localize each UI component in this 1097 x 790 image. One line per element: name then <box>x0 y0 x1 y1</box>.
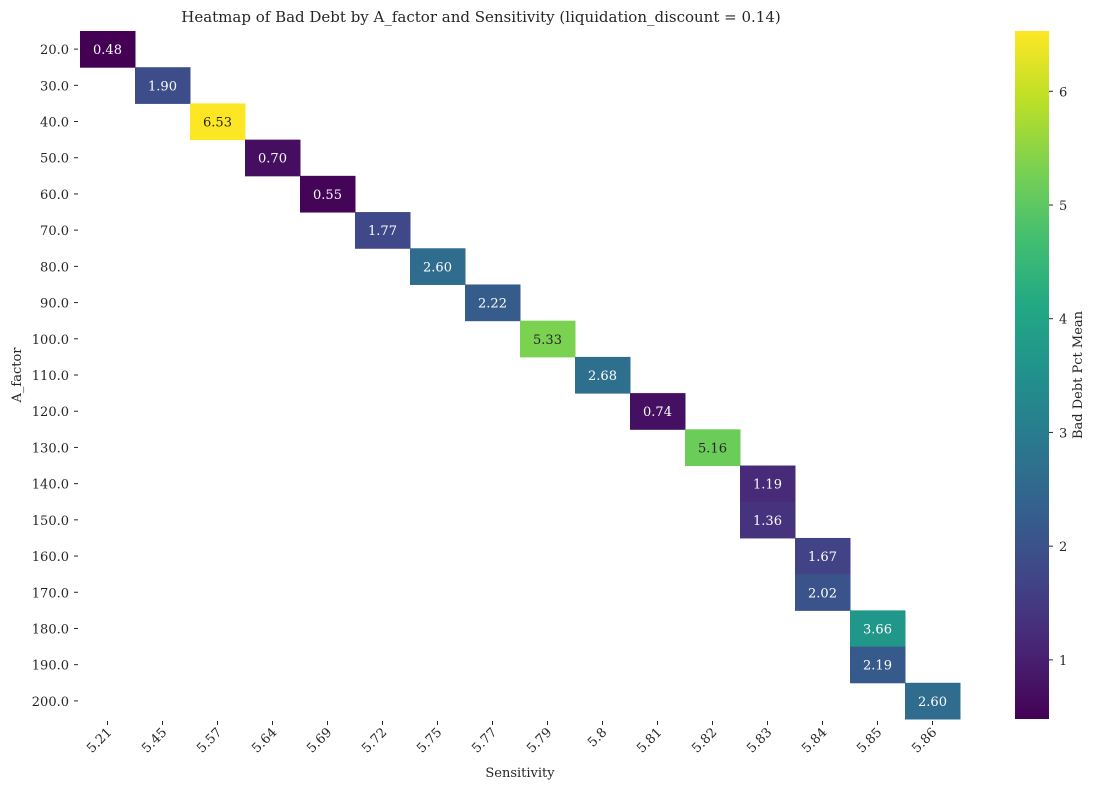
x-tick-label: 5.69 <box>304 725 335 756</box>
heatmap-cell <box>850 646 906 684</box>
heatmap-cell <box>905 682 961 720</box>
colorbar-tick-label: 1 <box>1059 654 1067 669</box>
heatmap-cell <box>740 501 796 539</box>
y-tick-label: 190.0 <box>32 659 69 674</box>
y-tick-label: 150.0 <box>32 514 69 529</box>
heatmap-cell <box>850 610 906 648</box>
y-tick-label: 20.0 <box>40 43 69 58</box>
x-tick-label: 5.72 <box>359 725 390 756</box>
colorbar-tick-label: 6 <box>1059 85 1067 100</box>
heatmap-cell <box>740 465 796 503</box>
colorbar: 1 2 3 4 5 6 Bad Debt Pct Mean <box>1015 31 1086 719</box>
y-axis-ticks: 20.0 30.0 40.0 50.0 60.0 70.0 80.0 90.0 100.0 110… <box>32 43 78 710</box>
y-tick-label: 110.0 <box>32 369 69 384</box>
heatmap-cell <box>465 284 521 322</box>
y-tick-label: 50.0 <box>40 152 69 167</box>
cell-value-label: 0.70 <box>258 152 287 167</box>
cell-value-label: 1.90 <box>148 79 177 94</box>
y-tick-label: 40.0 <box>40 116 69 131</box>
heatmap-cell <box>300 175 356 213</box>
y-tick-label: 30.0 <box>40 79 69 94</box>
cell-value-label: 0.48 <box>93 43 122 58</box>
cell-value-label: 2.19 <box>863 659 892 674</box>
y-tick-label: 130.0 <box>32 441 69 456</box>
y-tick-label: 140.0 <box>32 478 69 493</box>
chart-title: Heatmap of Bad Debt by A_factor and Sens… <box>181 8 780 26</box>
x-tick-label: 5.85 <box>854 725 885 756</box>
cell-value-label: 2.60 <box>918 695 947 710</box>
x-tick-label: 5.75 <box>414 725 445 756</box>
y-tick-label: 170.0 <box>32 586 69 601</box>
heatmap-cell <box>190 103 246 141</box>
heatmap-cell <box>410 248 466 285</box>
colorbar-gradient <box>1015 31 1049 719</box>
x-tick-label: 5.84 <box>799 725 830 756</box>
colorbar-label: Bad Debt Pct Mean <box>1071 310 1086 439</box>
y-tick-label: 80.0 <box>40 260 69 275</box>
cell-value-label: 2.02 <box>808 586 837 601</box>
colorbar-tick-label: 3 <box>1059 426 1067 441</box>
x-tick-label: 5.79 <box>524 725 555 756</box>
cell-value-label: 1.77 <box>368 224 397 239</box>
y-tick-label: 120.0 <box>32 405 69 420</box>
x-tick-label: 5.82 <box>689 725 720 756</box>
y-tick-label: 60.0 <box>40 188 69 203</box>
cell-value-label: 2.68 <box>588 369 617 384</box>
colorbar-tick-label: 2 <box>1059 540 1067 555</box>
cell-value-label: 2.22 <box>478 297 507 312</box>
heatmap-cell <box>685 429 741 467</box>
x-tick-label: 5.21 <box>84 725 115 756</box>
y-axis-label: A_factor <box>10 347 25 404</box>
cell-value-label: 1.36 <box>753 514 782 529</box>
cell-value-label: 0.55 <box>313 188 342 203</box>
x-tick-label: 5.45 <box>139 725 170 756</box>
heatmap-cell <box>355 212 411 249</box>
x-tick-label: 5.57 <box>194 725 225 756</box>
x-tick-label: 5.83 <box>744 725 775 756</box>
y-tick-label: 90.0 <box>40 297 69 312</box>
colorbar-tick-label: 5 <box>1059 199 1067 214</box>
heatmap-cell <box>80 31 136 68</box>
colorbar-tick-label: 4 <box>1059 313 1067 328</box>
y-tick-label: 180.0 <box>32 622 69 637</box>
y-tick-label: 200.0 <box>32 695 69 710</box>
x-tick-label: 5.81 <box>634 725 665 756</box>
heatmap-cell <box>575 356 631 394</box>
x-axis-label: Sensitivity <box>485 766 555 781</box>
cell-value-label: 6.53 <box>203 116 232 131</box>
cell-value-label: 3.66 <box>863 622 892 637</box>
heatmap-cell <box>245 139 301 177</box>
x-tick-label: 5.8 <box>585 725 610 750</box>
cell-value-label: 2.60 <box>423 260 452 275</box>
colorbar-ticks: 1 2 3 4 5 6 <box>1049 85 1067 669</box>
x-axis-ticks: 5.21 5.45 5.57 5.64 5.69 5.72 5.75 5.77 5.79 5.8 5… <box>84 721 940 756</box>
heatmap-cells: 0.48 1.90 6.53 0.70 0.55 1.77 2.60 2.22 5.33 2.68… <box>80 31 961 720</box>
heatmap-cell <box>795 574 851 611</box>
y-tick-label: 70.0 <box>40 224 69 239</box>
cell-value-label: 1.67 <box>808 550 837 565</box>
cell-value-label: 1.19 <box>753 478 782 493</box>
heatmap-cell <box>630 393 686 430</box>
y-tick-label: 100.0 <box>32 333 69 348</box>
x-tick-label: 5.77 <box>469 725 500 756</box>
heatmap-cell <box>795 537 851 575</box>
heatmap-cell <box>135 67 191 104</box>
heatmap-cell <box>520 320 576 358</box>
y-tick-label: 160.0 <box>32 550 69 565</box>
x-tick-label: 5.64 <box>249 725 280 756</box>
x-tick-label: 5.86 <box>909 725 940 756</box>
cell-value-label: 0.74 <box>643 405 672 420</box>
cell-value-label: 5.16 <box>698 441 727 456</box>
cell-value-label: 5.33 <box>533 333 562 348</box>
